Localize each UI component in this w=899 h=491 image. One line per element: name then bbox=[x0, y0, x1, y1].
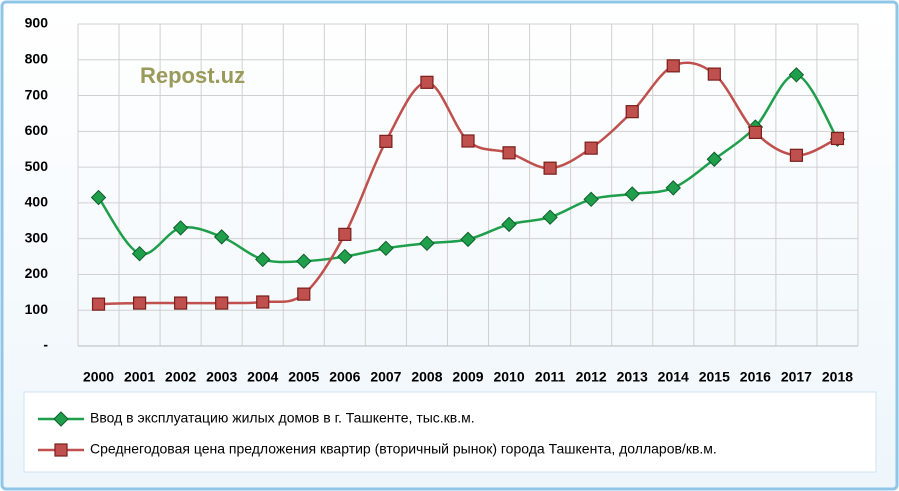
x-tick-label: 2016 bbox=[740, 369, 771, 385]
point bbox=[297, 287, 311, 301]
point bbox=[542, 209, 558, 225]
point bbox=[256, 295, 270, 309]
point bbox=[543, 161, 557, 175]
x-tick-label: 2003 bbox=[206, 369, 237, 385]
x-tick-label: 2010 bbox=[493, 369, 524, 385]
x-tick-label: 2001 bbox=[124, 369, 155, 385]
point bbox=[172, 220, 189, 236]
legend-marker bbox=[53, 411, 69, 427]
y-tick-label: 900 bbox=[25, 15, 49, 31]
point bbox=[420, 75, 434, 89]
point bbox=[461, 134, 475, 148]
point bbox=[338, 227, 352, 241]
x-tick-label: 2008 bbox=[411, 369, 442, 385]
legend-label: Среднегодовая цена предложения квартир (… bbox=[90, 441, 717, 457]
x-tick-label: 2000 bbox=[83, 369, 114, 385]
point bbox=[583, 191, 599, 208]
point bbox=[502, 146, 516, 160]
x-tick-label: 2004 bbox=[247, 369, 278, 385]
point bbox=[296, 253, 312, 269]
x-tick-label: 2012 bbox=[576, 369, 607, 385]
point bbox=[706, 151, 723, 167]
legend-marker bbox=[54, 443, 68, 457]
y-tick-label: 700 bbox=[25, 86, 49, 102]
point bbox=[789, 148, 804, 162]
point bbox=[255, 251, 271, 268]
x-tick-label: 2017 bbox=[781, 369, 812, 385]
point bbox=[131, 245, 148, 262]
y-tick-label: 200 bbox=[25, 265, 49, 281]
watermark: Repost.uz bbox=[140, 63, 245, 88]
point bbox=[132, 296, 147, 310]
legend-label: Ввод в эксплуатацию жилых домов в г. Таш… bbox=[90, 410, 475, 426]
point bbox=[501, 216, 517, 233]
point bbox=[174, 296, 188, 310]
point bbox=[91, 297, 106, 311]
point bbox=[665, 180, 681, 196]
point bbox=[90, 189, 107, 206]
point bbox=[830, 131, 845, 146]
y-tick-label: 500 bbox=[25, 158, 49, 174]
y-tick-label: 600 bbox=[25, 122, 49, 138]
point bbox=[748, 125, 762, 140]
y-tick-label: - bbox=[43, 337, 48, 353]
point bbox=[666, 59, 680, 73]
point bbox=[624, 186, 640, 202]
point bbox=[707, 67, 721, 81]
point bbox=[378, 240, 394, 257]
x-tick-label: 2007 bbox=[370, 369, 401, 385]
y-tick-label: 300 bbox=[25, 229, 49, 245]
point bbox=[337, 248, 353, 265]
x-tick-label: 2009 bbox=[452, 369, 483, 385]
x-tick-label: 2005 bbox=[288, 369, 319, 385]
x-tick-label: 2014 bbox=[658, 369, 689, 385]
legend-box bbox=[23, 391, 877, 473]
y-tick-label: 400 bbox=[25, 194, 49, 210]
point bbox=[788, 67, 805, 83]
point bbox=[213, 229, 230, 245]
x-tick-label: 2018 bbox=[822, 369, 853, 385]
y-tick-label: 800 bbox=[25, 50, 49, 66]
point bbox=[584, 141, 598, 155]
point bbox=[419, 235, 435, 252]
y-tick-label: 100 bbox=[25, 301, 49, 317]
x-tick-label: 2015 bbox=[699, 369, 730, 385]
point bbox=[460, 231, 476, 248]
x-tick-label: 2002 bbox=[165, 369, 196, 385]
point bbox=[215, 296, 229, 310]
point bbox=[379, 134, 393, 148]
x-tick-label: 2006 bbox=[329, 369, 360, 385]
point bbox=[625, 105, 639, 119]
x-tick-label: 2011 bbox=[535, 369, 566, 385]
x-tick-label: 2013 bbox=[617, 369, 648, 385]
